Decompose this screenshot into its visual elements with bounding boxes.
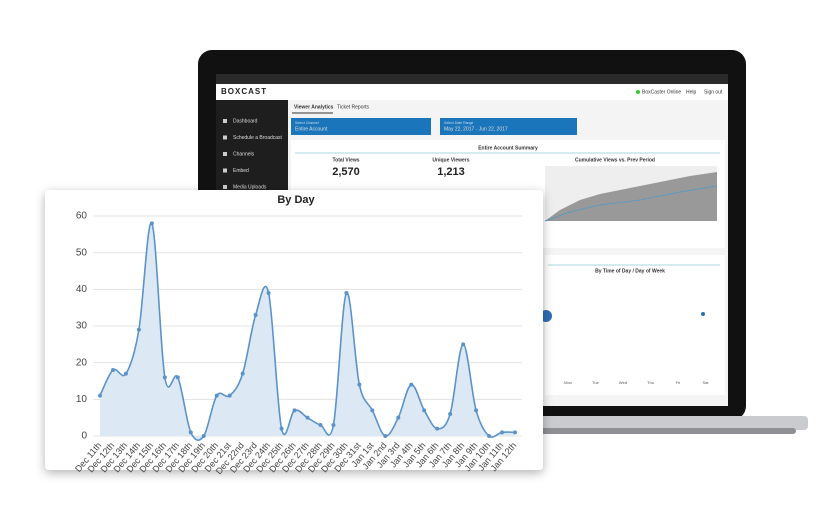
- point: [253, 313, 258, 317]
- point: [201, 434, 206, 438]
- line: [99, 222, 516, 441]
- day-label: Fri: [676, 380, 681, 385]
- header: [216, 84, 728, 100]
- channel-select[interactable]: [291, 118, 431, 135]
- y-tick-label: 10: [76, 394, 88, 405]
- y-tick-label: 0: [81, 431, 87, 442]
- sidebar-item: Schedule a Broadcast: [233, 135, 283, 141]
- status: BoxCaster Online: [642, 89, 681, 95]
- day-label: Thu: [647, 380, 654, 385]
- y-tick-label: 40: [76, 284, 88, 295]
- tab[interactable]: Viewer Analytics: [294, 104, 334, 110]
- y-tick-label: 30: [76, 321, 88, 332]
- point: [357, 382, 362, 387]
- point: [175, 375, 180, 380]
- panel-title: By Time of Day / Day of Week: [595, 268, 665, 274]
- point: [487, 434, 492, 438]
- point: [474, 408, 479, 413]
- point: [370, 408, 375, 413]
- point: [188, 430, 193, 435]
- stat-label: Unique Viewers: [432, 157, 469, 163]
- sidebar-icon: [223, 152, 227, 156]
- point: [266, 291, 271, 295]
- sidebar-item: Media Uploads: [233, 184, 267, 190]
- stat-label: Total Views: [332, 157, 359, 163]
- mini-area: [545, 172, 717, 221]
- top-strip: [216, 74, 728, 84]
- day-label: Mon: [564, 380, 572, 385]
- point: [162, 375, 167, 380]
- select-value: Entire Account: [295, 126, 328, 132]
- heat-dot: [701, 312, 705, 316]
- status-dot: [636, 90, 640, 94]
- select-label: Select Date Range: [444, 121, 473, 125]
- sidebar-icon: [223, 119, 227, 123]
- time-panel: [545, 255, 725, 395]
- point: [461, 342, 466, 347]
- point: [383, 434, 388, 438]
- point: [513, 430, 517, 435]
- date-select[interactable]: [440, 118, 577, 135]
- sidebar-icon: [223, 135, 227, 140]
- sidebar-item: Dashboard: [233, 118, 258, 124]
- sidebar-item: Channels: [233, 151, 255, 157]
- point: [292, 408, 297, 413]
- point: [214, 393, 219, 398]
- y-tick-label: 60: [76, 211, 88, 222]
- chart-title: By Day: [277, 194, 315, 206]
- stat-value: 1,213: [437, 166, 465, 178]
- point: [409, 382, 414, 387]
- help-link[interactable]: Help: [686, 89, 697, 95]
- point: [318, 423, 323, 427]
- logo: BOXCAST: [221, 87, 267, 96]
- day-label: Tue: [592, 380, 600, 385]
- point: [305, 415, 310, 420]
- panel-title: Entire Account Summary: [478, 145, 538, 151]
- point: [331, 423, 336, 427]
- sidebar-icon: [223, 185, 227, 189]
- point: [396, 415, 401, 420]
- day-label: Sat: [702, 380, 709, 385]
- mini-line: [544, 185, 718, 222]
- sidebar-items: Dashboard Schedule a Broadcast Channels Emb…: [223, 118, 283, 190]
- point: [422, 408, 427, 413]
- tab[interactable]: Ticket Reports: [337, 104, 370, 110]
- y-tick-label: 50: [76, 247, 88, 258]
- signout-link[interactable]: Sign out: [704, 89, 723, 95]
- day-labels: Mon Tue Wed Thu Fri Sat: [564, 380, 709, 385]
- point: [227, 393, 232, 398]
- point: [279, 426, 284, 431]
- point: [435, 426, 440, 431]
- point: [344, 291, 349, 295]
- point: [136, 327, 141, 332]
- sidebar-item: Embed: [233, 168, 249, 174]
- point: [110, 368, 115, 372]
- point: [448, 412, 453, 416]
- point: [149, 221, 154, 226]
- select-value: May 22, 2017 - Jun 22, 2017: [444, 126, 508, 132]
- stat-value: 2,570: [332, 166, 360, 178]
- sidebar-icon: [223, 168, 227, 173]
- point: [98, 393, 102, 398]
- point: [123, 371, 128, 376]
- select-label: Select Channel: [295, 121, 319, 125]
- panel-title: Cumulative Views vs. Prev Period: [575, 157, 655, 163]
- point: [500, 430, 505, 435]
- day-label: Wed: [619, 380, 627, 385]
- y-tick-label: 20: [76, 357, 88, 368]
- point: [240, 371, 245, 376]
